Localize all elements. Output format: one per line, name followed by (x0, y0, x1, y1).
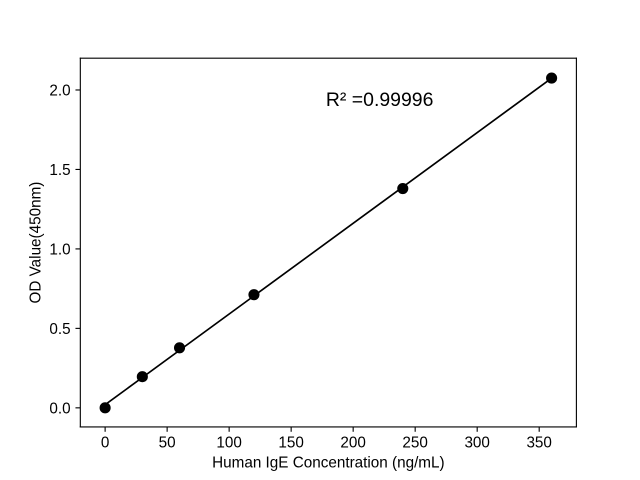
svg-text:1.5: 1.5 (49, 162, 70, 179)
svg-text:1.0: 1.0 (49, 241, 70, 258)
svg-text:Human IgE Concentration (ng/mL: Human IgE Concentration (ng/mL) (212, 455, 445, 472)
svg-text:250: 250 (402, 435, 427, 452)
svg-text:100: 100 (216, 435, 241, 452)
svg-text:0.0: 0.0 (49, 400, 70, 417)
svg-text:R² =0.99996: R² =0.99996 (326, 89, 434, 111)
svg-text:150: 150 (278, 435, 303, 452)
svg-text:0.5: 0.5 (49, 321, 70, 338)
svg-text:200: 200 (340, 435, 365, 452)
svg-text:350: 350 (526, 435, 551, 452)
svg-text:OD Value(450nm): OD Value(450nm) (28, 182, 45, 304)
svg-text:300: 300 (464, 435, 489, 452)
svg-text:0: 0 (101, 435, 110, 452)
svg-text:50: 50 (159, 435, 176, 452)
svg-text:2.0: 2.0 (49, 83, 70, 100)
